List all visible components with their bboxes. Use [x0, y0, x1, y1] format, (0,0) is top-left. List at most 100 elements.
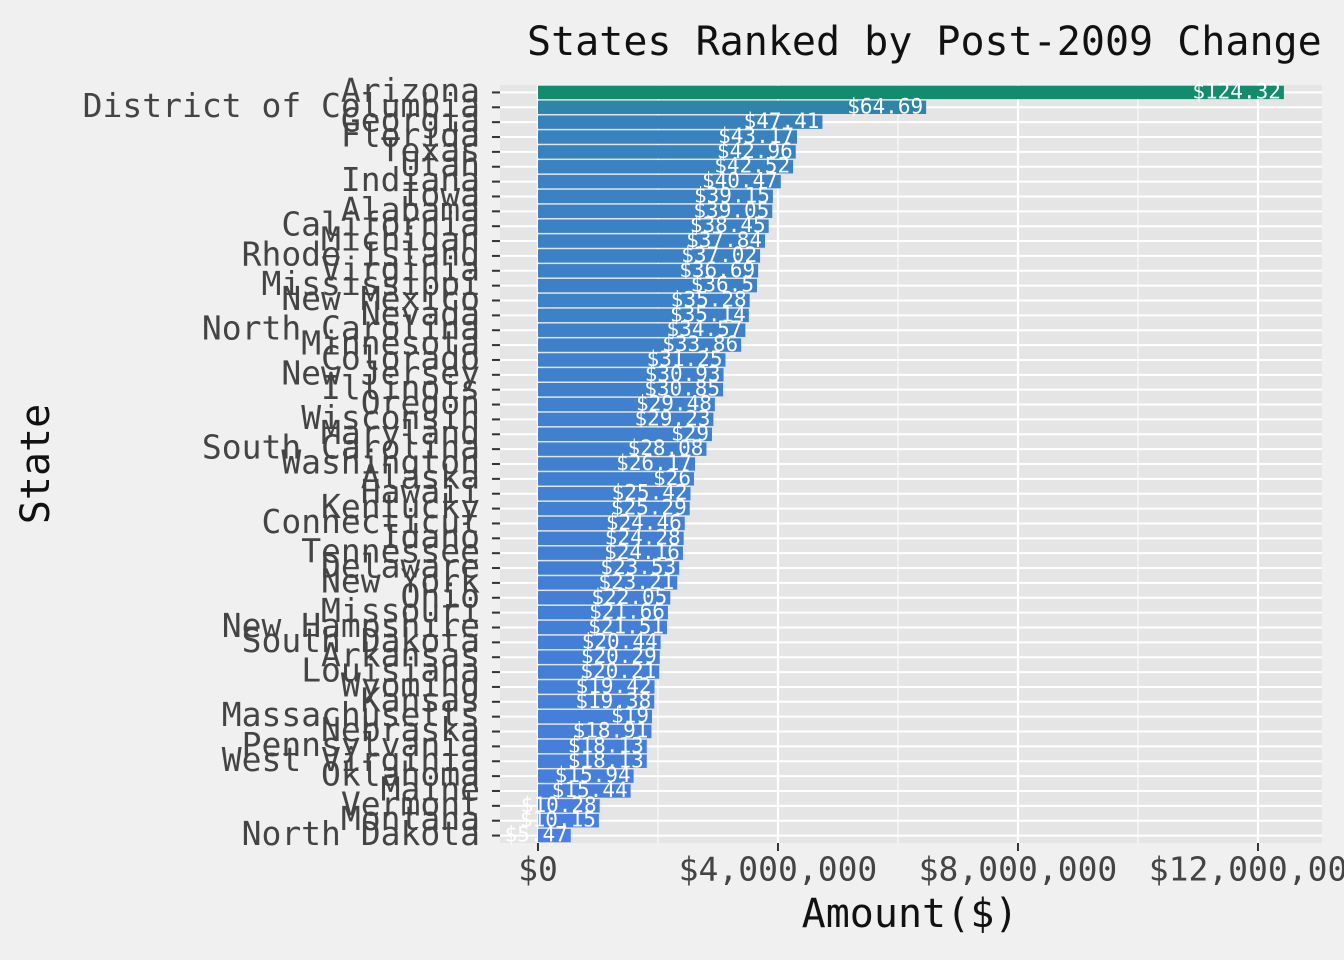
value-label: $35.14 [670, 302, 746, 326]
bar [537, 323, 746, 337]
value-label: $26 [653, 466, 691, 490]
bar [537, 85, 1284, 100]
bar [537, 650, 660, 664]
value-label: $24.16 [604, 540, 680, 564]
value-label: $38.45 [690, 213, 766, 237]
y-tick-label: Louisiana [301, 651, 480, 690]
bar [537, 799, 600, 813]
bar [537, 680, 655, 694]
y-tick-label: Idaho [381, 517, 480, 556]
y-tick-label: Oregon [361, 383, 480, 422]
value-label: $33.86 [662, 332, 738, 356]
y-tick-label: Massachusetts [222, 695, 480, 734]
y-tick-label: Colorado [321, 338, 480, 377]
bar [537, 353, 726, 367]
value-label: $39.05 [693, 198, 769, 222]
value-label: $19 [611, 704, 649, 728]
bar [537, 338, 742, 352]
y-tick-label: New York [321, 561, 480, 600]
bar [537, 174, 781, 189]
bar [537, 145, 796, 159]
value-label: $37.84 [686, 228, 762, 252]
y-tick-label: Virginia [321, 249, 480, 288]
value-label: $20.21 [580, 659, 656, 683]
value-label: $42.52 [714, 154, 790, 178]
y-tick-label: New Hampshire [222, 606, 480, 645]
y-tick-label: New Jersey [281, 353, 480, 392]
y-tick-label: Alabama [341, 190, 480, 229]
y-tick-label: Washington [281, 443, 480, 482]
bar [537, 427, 712, 441]
y-tick-label: Maine [381, 769, 480, 808]
bar [537, 249, 761, 263]
y-tick-label: Mississippi [261, 264, 480, 303]
bar [537, 382, 724, 397]
bar [537, 754, 647, 768]
y-tick-label: Oklahoma [321, 755, 480, 794]
value-label: $29 [671, 421, 709, 445]
value-label: $43.17 [718, 124, 794, 148]
y-tick-label: Wyoming [341, 665, 480, 704]
y-tick-label: Iowa [401, 175, 480, 214]
bar [537, 635, 661, 650]
bar [537, 442, 707, 456]
value-label: $22.05 [591, 585, 667, 609]
bar [537, 814, 599, 828]
value-label: $19.42 [576, 674, 652, 698]
x-axis-title: Amount($) [802, 891, 1019, 937]
value-label: $24.28 [605, 525, 681, 549]
bar [537, 561, 680, 575]
value-label: $20.44 [582, 629, 658, 653]
y-tick-label: District of Columbia [83, 86, 480, 125]
bar [537, 412, 714, 427]
value-label: $47.41 [744, 109, 820, 133]
value-label: $18.13 [568, 748, 644, 772]
x-tick-label: $12,000,000 [1149, 850, 1344, 889]
y-tick-label: Missouri [321, 591, 480, 630]
bar [537, 695, 655, 709]
y-tick-label: Wisconsin [301, 398, 480, 437]
bar [537, 665, 660, 679]
y-tick-label: Arizona [341, 71, 480, 110]
y-tick-label: Vermont [341, 784, 480, 823]
bar [537, 457, 695, 471]
bar [537, 189, 773, 204]
y-tick-label: Rhode Island [242, 234, 480, 273]
y-tick-label: Kentucky [321, 487, 480, 526]
bar [537, 620, 668, 635]
bar [537, 739, 647, 754]
y-tick-label: Nevada [361, 294, 480, 333]
bar [537, 546, 683, 560]
y-tick-label: Hawaii [361, 472, 480, 511]
bar [537, 234, 766, 248]
bar [537, 368, 724, 382]
chart-title: States Ranked by Post-2009 Change [527, 19, 1322, 65]
y-tick-label: Maryland [321, 413, 480, 452]
y-tick-label: Illinois [321, 368, 480, 407]
y-tick-label: Delaware [321, 547, 480, 586]
y-tick-label: West Virginia [222, 740, 480, 779]
value-label: $10.15 [520, 808, 596, 832]
bar [537, 160, 794, 174]
value-label: $10.28 [521, 793, 597, 817]
value-label: $26.17 [616, 451, 692, 475]
bar [537, 501, 690, 516]
y-tick-label: Ohio [401, 576, 480, 615]
bar [537, 769, 634, 783]
bar [537, 293, 750, 308]
value-label: $23.21 [598, 570, 674, 594]
y-tick-label: Florida [341, 116, 480, 155]
value-label: $42.96 [717, 139, 793, 163]
bar [537, 278, 757, 293]
bar [537, 531, 684, 546]
value-label: $31.25 [647, 347, 723, 371]
bar [537, 204, 773, 219]
y-tick-label: South Carolina [202, 428, 480, 467]
value-label: $64.69 [847, 94, 923, 118]
value-label: $23.53 [600, 555, 676, 579]
bar [537, 397, 715, 412]
y-tick-label: Connecticut [261, 502, 480, 541]
value-label: $21.51 [588, 614, 664, 638]
y-tick-label: Montana [341, 799, 480, 838]
